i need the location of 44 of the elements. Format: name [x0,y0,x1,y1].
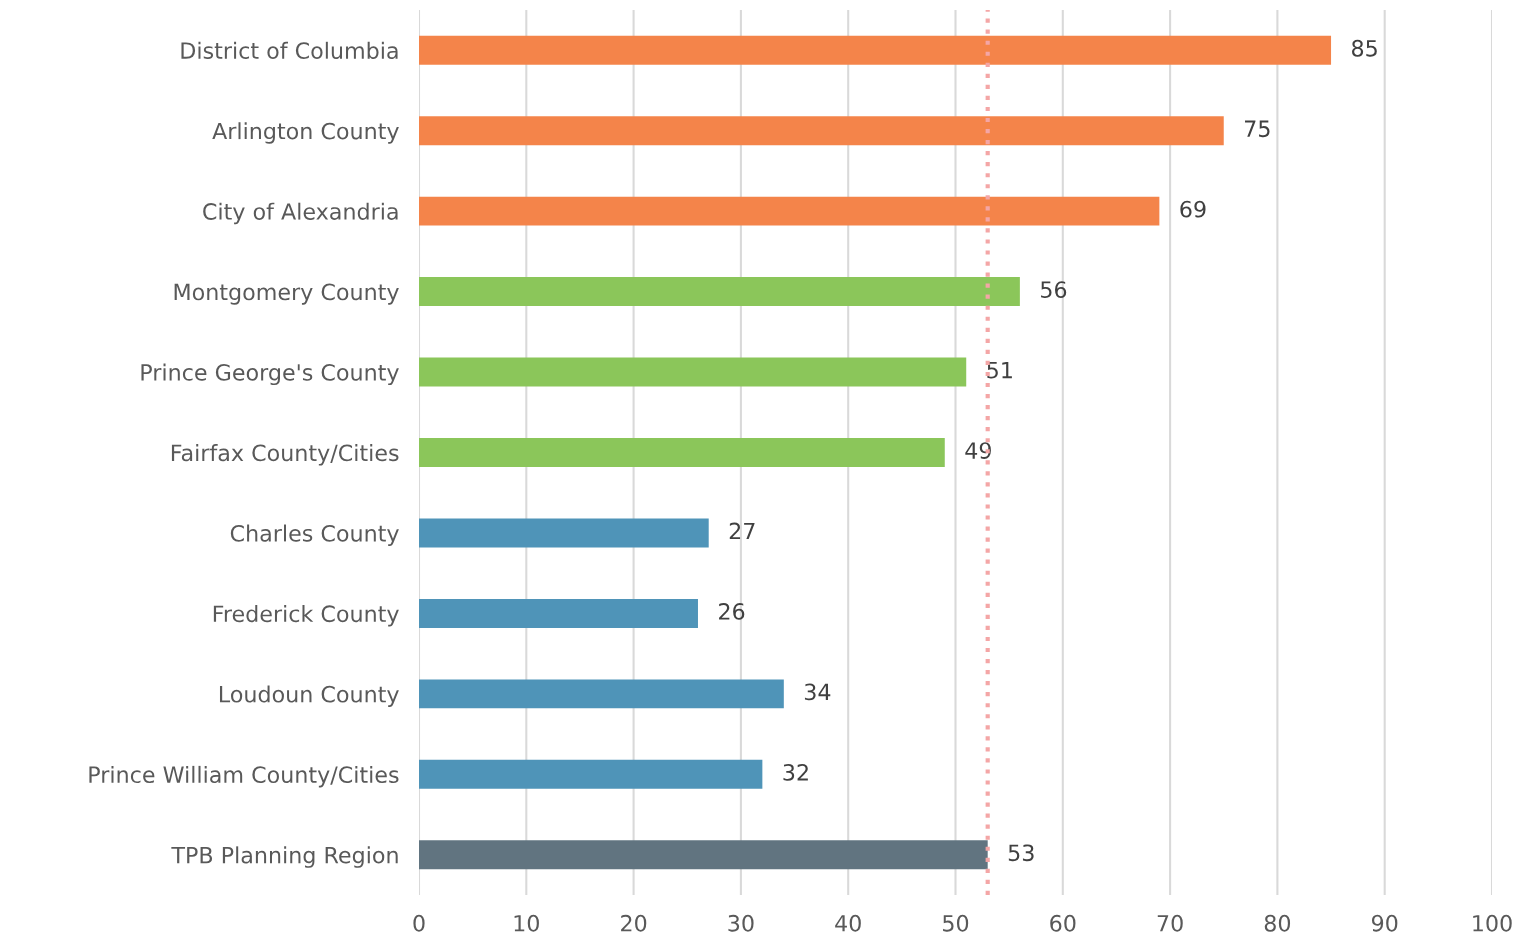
x-tick-label: 40 [835,914,861,932]
bar [419,116,1224,146]
x-tick-label: 90 [1371,914,1398,932]
x-tick-label: 20 [621,914,647,932]
y-tick-label: Charles County [230,524,399,547]
bar [419,357,967,387]
bar [419,277,1020,307]
bar [419,598,698,628]
data-label: 56 [1041,281,1067,299]
y-tick-label: Montgomery County [174,283,399,305]
x-tick-label: 60 [1050,914,1076,932]
bar [419,35,1332,65]
data-label: 27 [729,522,755,540]
y-tick-label: Frederick County [213,604,399,627]
x-tick-label: 70 [1157,914,1183,932]
y-tick-label: TPB Planning Region [171,846,398,868]
y-tick-label: City of Alexandria [203,202,398,225]
data-label: 49 [965,442,991,459]
x-tick-label: 0 [413,914,425,932]
data-label: 85 [1352,39,1377,57]
y-tick-label: Loudoun County [219,685,399,707]
bar [419,840,988,870]
bar [419,196,1160,226]
data-label: 34 [804,683,831,701]
data-label: 51 [987,361,1012,379]
data-label: 75 [1245,120,1270,138]
x-tick-label: 10 [514,914,539,932]
y-tick-label: Prince George's County [141,363,399,386]
bar [419,679,784,709]
bar [419,759,763,789]
x-tick-label: 50 [943,914,969,932]
y-tick-label: Fairfax County/Cities [171,444,399,466]
bar [419,518,709,548]
y-tick-label: Arlington County [212,122,399,144]
y-tick-label: Prince William County/Cities [89,765,399,788]
data-label: 53 [1008,844,1034,862]
x-tick-label: 100 [1473,914,1512,932]
x-tick-label: 80 [1264,914,1291,932]
y-tick-label: District of Columbia [181,41,398,59]
data-label: 69 [1180,200,1206,218]
data-label: 32 [783,763,808,781]
bar [419,438,945,467]
data-label: 26 [719,603,745,620]
x-tick-label: 30 [728,914,754,932]
